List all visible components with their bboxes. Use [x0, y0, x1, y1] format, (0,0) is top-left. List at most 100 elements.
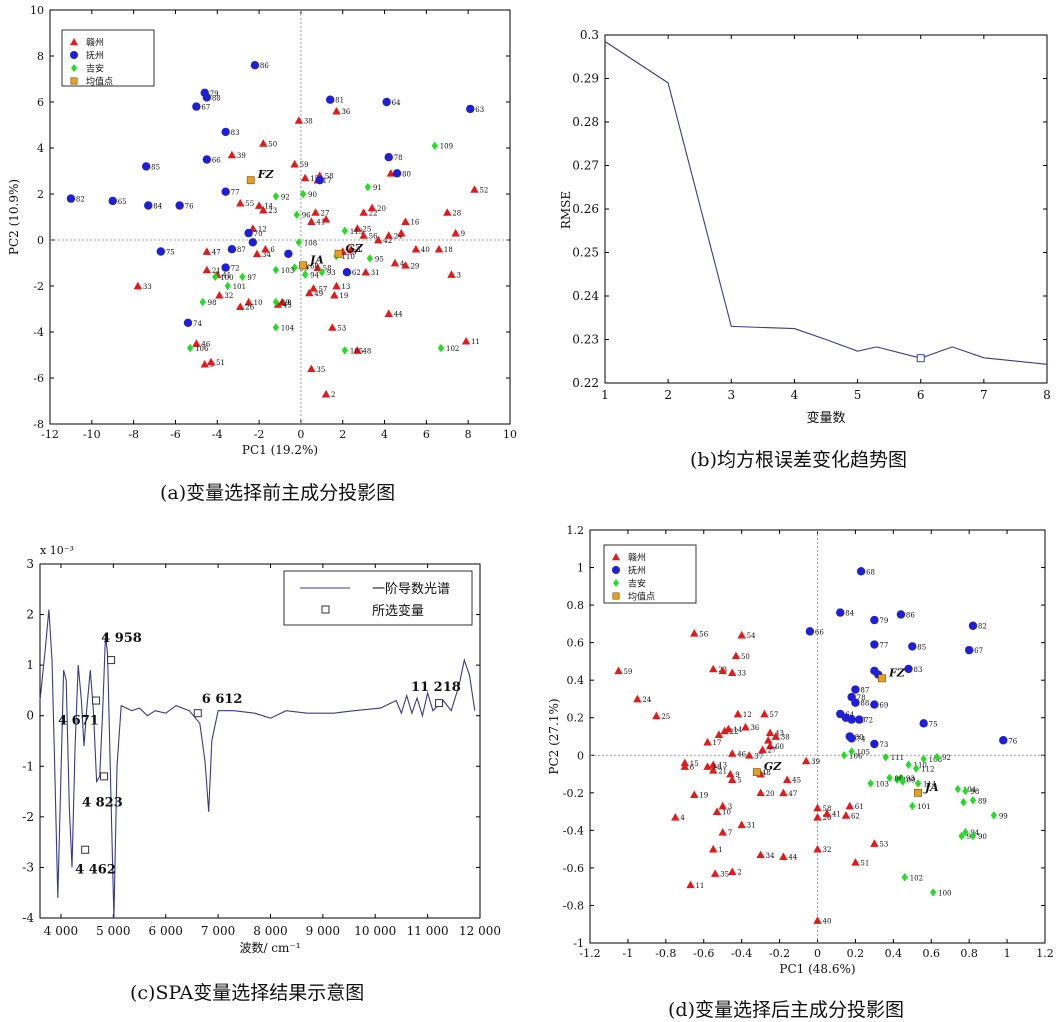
y-axis-label: PC2 (27.1%)	[547, 698, 561, 774]
chart-c-spa-selection: 4 000 5 000 6 000 7 000 8 000 9 000 10 000 11 0…	[22, 544, 501, 955]
legend-label: 吉安	[86, 63, 104, 75]
point-label: 68	[866, 568, 875, 576]
selected-variable-label: 4 462	[75, 863, 116, 878]
point-circle	[382, 97, 391, 107]
point-label: 108	[929, 756, 942, 764]
point-diamond	[958, 831, 965, 841]
x-tick-label: 7 000	[201, 924, 235, 938]
point-label: 26	[245, 304, 254, 312]
point-triangle	[434, 245, 444, 253]
point-label: 41	[832, 810, 841, 818]
point-label: 79	[210, 90, 219, 98]
point-label: 31	[747, 822, 756, 830]
point-circle	[870, 640, 879, 649]
point-triangle	[633, 694, 642, 703]
point-label: 79	[879, 617, 888, 625]
point-label: 93	[327, 269, 336, 277]
point-label: 27	[321, 209, 330, 217]
point-triangle	[703, 737, 712, 746]
point-triangle	[718, 828, 727, 836]
point-diamond	[431, 141, 438, 150]
point-label: 90	[978, 833, 987, 841]
point-circle	[836, 608, 845, 617]
point-label: 4	[400, 260, 405, 268]
point-label: 78	[394, 154, 403, 162]
y-tick-label: -1	[22, 759, 34, 773]
point-label: 19	[339, 292, 348, 300]
x-tick-label: 0	[814, 947, 821, 960]
point-label: 25	[362, 226, 371, 234]
point-label: 10	[722, 809, 731, 817]
point-label: 50	[741, 653, 750, 661]
point-triangle	[236, 199, 245, 207]
point-label: 22	[730, 728, 739, 736]
point-label: 48	[762, 769, 771, 777]
selected-variable-marker	[81, 845, 90, 854]
selected-variable-label: 4 823	[82, 795, 123, 810]
point-label: 72	[231, 265, 240, 273]
legend-marker	[71, 64, 77, 72]
legend-marker	[612, 566, 620, 574]
point-label: 6	[690, 764, 695, 772]
point-label: 4	[680, 814, 685, 822]
chart-a-pca-before: -12 -10 -8 -6 -4 -2 0 2 4 6 8 10-8-6-4-202468102355…	[7, 4, 517, 457]
y-tick-label: -4	[33, 326, 44, 339]
point-label: 43	[283, 301, 292, 309]
point-triangle	[718, 666, 727, 675]
y-tick-label: 3	[26, 557, 34, 571]
point-triangle	[741, 722, 750, 731]
x-tick-label: 4 000	[44, 924, 78, 938]
point-triangle	[353, 224, 362, 232]
y-tick-label: -2	[33, 280, 44, 293]
point-label: 57	[318, 285, 327, 293]
point-diamond	[920, 754, 927, 764]
point-label: 38	[781, 734, 790, 742]
x-tick-label: 0	[297, 428, 304, 441]
x-tick-label: 10	[503, 428, 517, 441]
point-diamond	[882, 752, 889, 762]
point-label: 111	[891, 754, 904, 762]
point-label: 72	[864, 717, 873, 725]
point-circle	[221, 263, 230, 272]
point-circle	[141, 162, 151, 171]
y-tick-label: -0.2	[563, 787, 584, 800]
x-tick-label: 2	[664, 388, 672, 402]
point-label: 39	[811, 758, 820, 766]
legend-marker	[612, 553, 620, 561]
point-triangle	[401, 261, 410, 269]
point-triangle	[261, 245, 270, 253]
point-label: 80	[402, 170, 411, 178]
point-triangle	[756, 850, 765, 859]
point-circle	[919, 719, 928, 728]
point-label: 15	[690, 760, 699, 768]
point-label: 7	[728, 829, 732, 837]
y-tick-label: 0.28	[572, 115, 599, 129]
point-triangle	[451, 228, 460, 237]
caption-b: (b)均方根误差变化趋势图	[690, 449, 907, 471]
x-tick-label: 8	[465, 428, 472, 441]
point-circle	[999, 736, 1008, 745]
mean-point-label: GZ	[764, 760, 782, 773]
x-tick-label: -0.8	[655, 947, 676, 960]
rmse-line	[604, 41, 1048, 365]
y-tick-label: 6	[37, 96, 44, 109]
point-label: 59	[623, 668, 632, 676]
point-label: 39	[237, 152, 246, 160]
point-label: 106	[195, 345, 209, 353]
point-triangle	[727, 668, 737, 677]
x-tick-label: 9 000	[306, 924, 340, 938]
point-triangle	[764, 736, 773, 744]
x-axis-label: PC1 (19.2%)	[242, 443, 318, 457]
point-label: 64	[845, 711, 854, 719]
mean-point-label: JA	[923, 781, 939, 794]
point-label: 90	[308, 191, 317, 199]
point-triangle	[779, 852, 788, 861]
point-circle	[202, 93, 212, 102]
point-label: 46	[737, 750, 746, 758]
legend-box	[283, 570, 473, 626]
point-label: 87	[237, 246, 246, 254]
y-tick-label: 0.23	[572, 333, 599, 347]
point-label: 33	[737, 670, 746, 678]
point-label: 8	[287, 299, 291, 307]
